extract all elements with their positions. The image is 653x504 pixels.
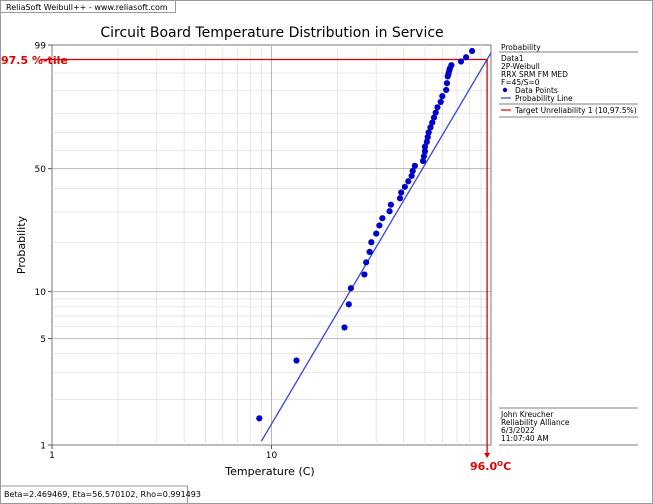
data-point: [387, 201, 395, 208]
legend: Probability Data1 2P-Weibull RRX SRM FM …: [499, 43, 638, 446]
data-point: [437, 98, 444, 106]
data-point: [411, 162, 418, 169]
temperature-value: 96.0: [470, 460, 497, 473]
legend-item-data-points: Data Points: [515, 86, 558, 95]
data-point: [347, 285, 354, 292]
degree-symbol: O: [497, 460, 503, 468]
data-point: [443, 80, 451, 87]
legend-marker-icon: [502, 87, 508, 93]
chart-title: Circuit Board Temperature Distribution i…: [100, 25, 443, 41]
legend-author: John Kreucher: [500, 410, 554, 419]
data-point: [448, 62, 455, 69]
data-point: [443, 86, 450, 94]
data-point: [421, 148, 429, 155]
data-point: [345, 301, 352, 308]
footer-parameters: Beta=2.469469, Eta=56.570102, Rho=0.9914…: [4, 490, 201, 499]
legend-line-3: RRX SRM FM MED: [501, 70, 568, 79]
header-text: ReliaSoft Weibull++ - www.reliasoft.com: [6, 3, 168, 12]
legend-line-4: F=45/S=0: [501, 78, 540, 87]
legend-organization: Reliability Alliance: [501, 418, 570, 427]
data-point: [409, 167, 416, 174]
data-point: [398, 189, 405, 196]
data-point: [420, 153, 428, 160]
data-point: [373, 230, 380, 237]
data-point: [341, 324, 348, 331]
data-point: [293, 357, 300, 364]
data-point: [434, 104, 441, 111]
legend-time: 11:07:40 AM: [501, 434, 549, 443]
data-point: [432, 109, 439, 116]
y-tick-label: 99: [35, 42, 47, 52]
data-point: [429, 119, 436, 126]
data-point: [408, 172, 415, 180]
data-point: [386, 208, 393, 215]
data-point: [361, 271, 368, 278]
temperature-unit: C: [503, 460, 511, 473]
data-point: [439, 93, 446, 100]
data-point: [363, 259, 370, 266]
fit-layer: [260, 52, 492, 442]
y-tick-label: 1: [40, 442, 46, 452]
data-points: [256, 47, 476, 422]
data-point: [427, 124, 434, 131]
data-point: [468, 47, 476, 55]
data-point: [430, 114, 438, 121]
minor-grid: [52, 45, 491, 445]
data-point: [419, 157, 427, 165]
data-point: [405, 178, 412, 185]
y-axis-label: Probability: [15, 215, 28, 274]
data-point: [396, 195, 404, 202]
legend-item-probability-line: Probability Line: [515, 94, 573, 103]
x-tick-label: 10: [266, 451, 278, 461]
data-point: [366, 248, 373, 255]
y-tick-label: 10: [35, 288, 47, 298]
data-point: [401, 183, 408, 190]
tick-labels: 1 5 10 50 99 1 10: [35, 42, 278, 462]
header-box: [0, 0, 176, 13]
temperature-annotation: 96.0OC: [470, 460, 511, 473]
percentile-annotation: 97.5 %-tile: [1, 54, 68, 67]
y-tick-label: 5: [40, 335, 46, 345]
data-point: [425, 129, 432, 136]
probability-line: [260, 52, 492, 442]
major-grid: [52, 45, 491, 445]
data-point: [423, 138, 430, 145]
target-arrowhead: [484, 453, 491, 458]
data-point: [379, 215, 386, 222]
legend-title: Probability: [501, 43, 541, 52]
legend-date: 6/3/2022: [501, 426, 535, 435]
legend-item-target: Target Unreliability 1 (10,97.5%): [514, 106, 637, 115]
data-point: [368, 239, 375, 246]
y-tick-label: 50: [35, 165, 47, 175]
data-point: [256, 415, 263, 422]
x-axis-label: Temperature (C): [224, 465, 314, 478]
data-point: [462, 54, 470, 61]
x-tick-label: 1: [49, 451, 55, 461]
target-layer: [40, 58, 491, 458]
legend-line-1: Data1: [501, 54, 524, 63]
data-point: [421, 143, 429, 150]
data-point: [457, 58, 465, 65]
data-point: [424, 133, 431, 141]
legend-line-2: 2P-Weibull: [501, 62, 540, 71]
data-point: [376, 222, 383, 229]
